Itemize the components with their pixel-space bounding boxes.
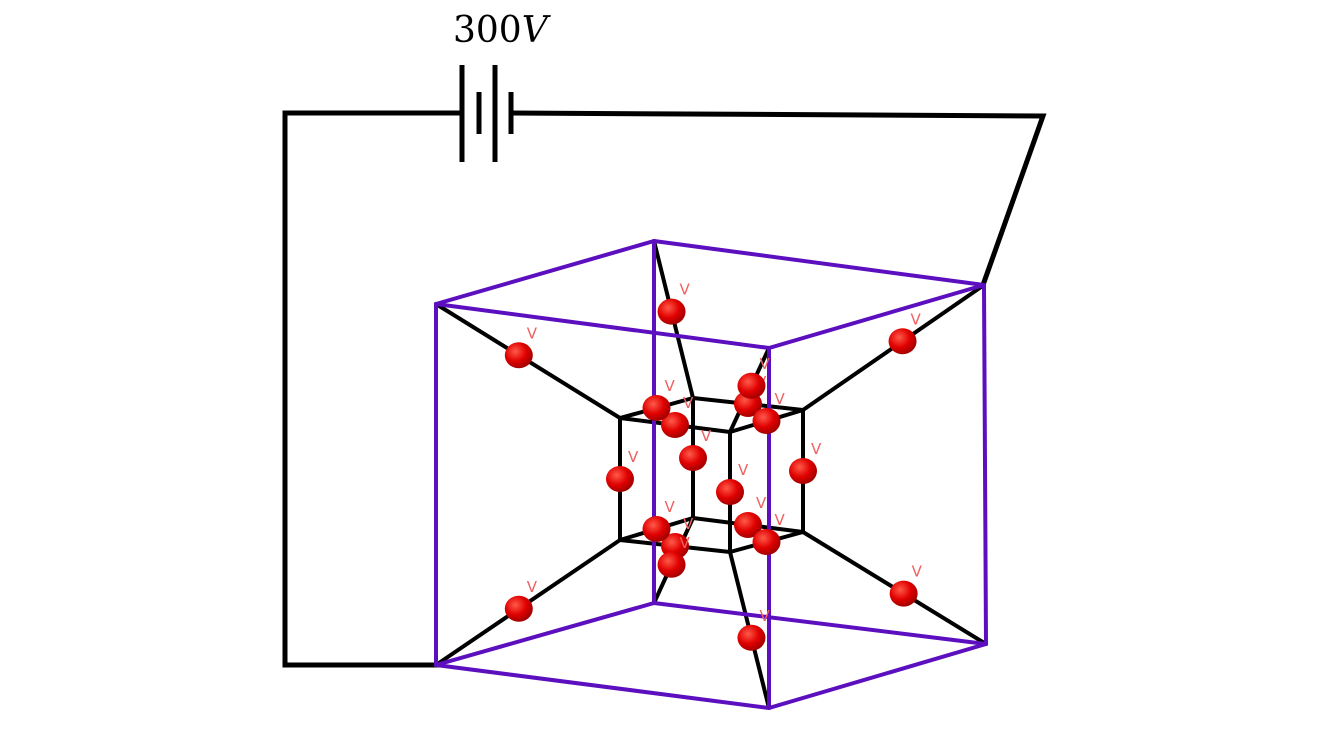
- outer-cube-edge: [652, 239, 986, 287]
- resistor: V: [679, 427, 712, 471]
- resistor-ball: [657, 298, 686, 325]
- resistor: V: [504, 578, 538, 622]
- resistor: V: [716, 461, 749, 505]
- resistor-label: V: [628, 448, 639, 466]
- resistor: V: [889, 563, 923, 607]
- resistor-label: V: [665, 498, 676, 516]
- resistor: V: [752, 511, 786, 555]
- wire-right: [510, 110, 1047, 286]
- resistor-label: V: [811, 440, 822, 458]
- resistor-ball: [752, 529, 781, 555]
- resistor-ball: [679, 445, 707, 471]
- resistor-label: V: [738, 461, 749, 479]
- resistor-ball: [504, 595, 533, 622]
- resistor: V: [661, 394, 694, 438]
- resistor-label: V: [680, 534, 691, 552]
- resistor: V: [657, 281, 691, 325]
- resistor: V: [504, 324, 538, 369]
- resistor-ball: [737, 624, 766, 651]
- resistor-ball: [889, 580, 918, 607]
- wire-left: [282, 110, 462, 668]
- outer-cube-edge: [767, 642, 988, 710]
- outer-cube-edge: [434, 601, 656, 667]
- resistor: V: [606, 448, 639, 492]
- resistor-ball: [657, 551, 686, 578]
- outer-cube-edge: [652, 601, 988, 646]
- resistor-ball: [606, 466, 634, 492]
- outer-cube-edge: [767, 283, 986, 350]
- voltage-number: 300: [453, 10, 522, 51]
- resistor: V: [657, 534, 691, 578]
- resistor-ball: [716, 479, 744, 505]
- resistor-label: V: [911, 310, 922, 328]
- resistor: V: [789, 440, 822, 484]
- resistor-label: V: [759, 355, 770, 373]
- resistor-ball: [888, 328, 917, 355]
- resistor-ball: [642, 516, 671, 542]
- resistor-label: V: [912, 563, 923, 581]
- outer-cube-edge: [982, 283, 988, 646]
- resistor-label: V: [683, 394, 694, 412]
- resistor-label: V: [756, 494, 767, 512]
- resistor-label: V: [683, 515, 694, 533]
- connector-edges: [434, 239, 988, 710]
- outer-cube-edge: [434, 663, 771, 710]
- outer-cube-edges: [434, 239, 988, 710]
- outer-cube-edge: [434, 239, 656, 306]
- resistor: V: [737, 607, 770, 651]
- resistor-ball: [504, 342, 533, 369]
- resistor: V: [642, 377, 676, 421]
- resistor-ball: [752, 408, 781, 434]
- resistor-ball: [642, 395, 671, 421]
- battery-symbol: [459, 65, 514, 162]
- resistor-label: V: [759, 607, 770, 625]
- outer-cube-edge: [434, 302, 771, 350]
- resistor-ball: [789, 458, 817, 484]
- resistor-label: V: [527, 324, 538, 342]
- resistor-ball: [734, 512, 762, 538]
- resistor-ball: [661, 412, 689, 438]
- resistor: V: [752, 390, 786, 434]
- external-wires: [282, 110, 1047, 668]
- resistor-label: V: [775, 511, 786, 529]
- resistor-ball: [737, 372, 766, 399]
- resistor: V: [888, 310, 922, 355]
- battery-voltage-label: 300V: [453, 10, 552, 51]
- resistor-label: V: [680, 281, 691, 299]
- resistor: V: [737, 355, 770, 399]
- resistor-label: V: [527, 578, 538, 596]
- resistor-label: V: [775, 390, 786, 408]
- voltage-unit: V: [522, 10, 552, 51]
- resistor: V: [734, 494, 767, 538]
- resistor-label: V: [665, 377, 676, 395]
- resistor: V: [642, 498, 676, 542]
- resistor-label: V: [701, 427, 712, 445]
